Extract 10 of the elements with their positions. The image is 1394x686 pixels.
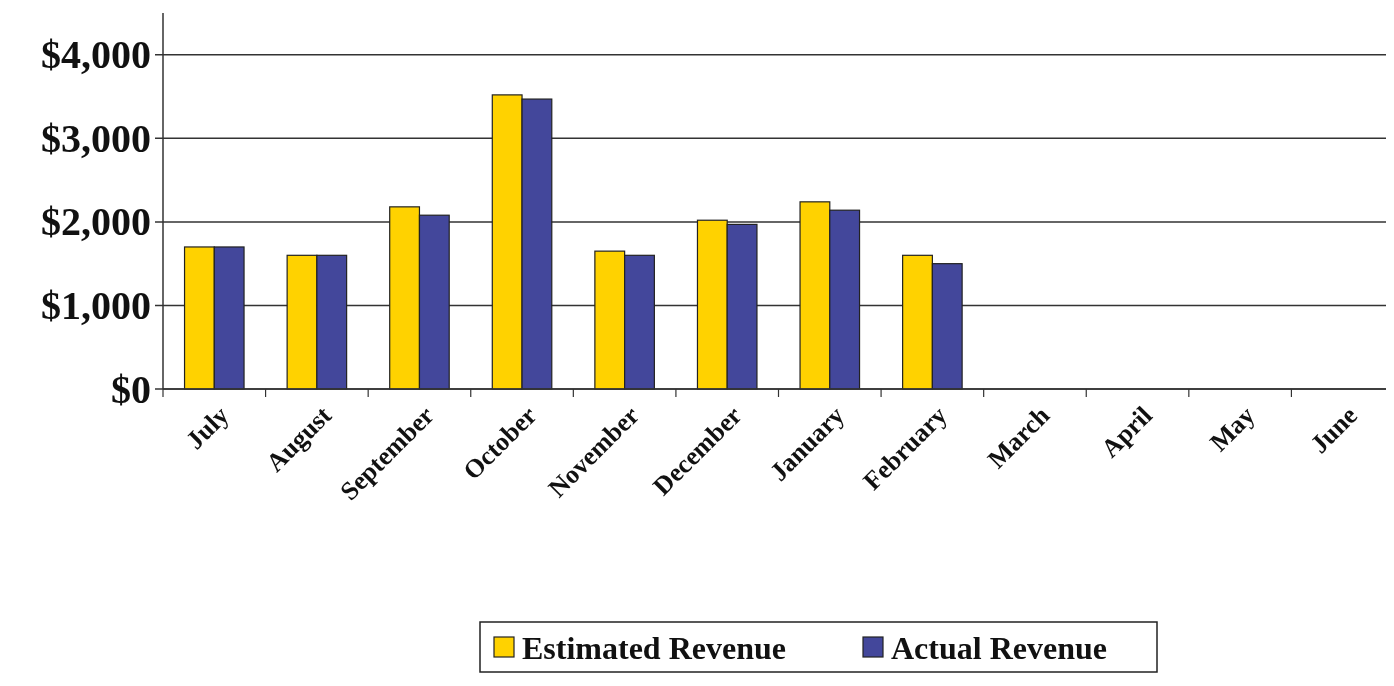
y-tick-label: $3,000 <box>41 115 151 161</box>
x-tick-label: July <box>180 400 235 455</box>
legend-label: Estimated Revenue <box>522 630 786 666</box>
y-tick-label: $2,000 <box>41 199 151 245</box>
x-tick-label: June <box>1304 400 1363 460</box>
y-tick-label: $0 <box>111 366 151 412</box>
legend-label: Actual Revenue <box>891 630 1107 666</box>
y-tick-label: $4,000 <box>41 32 151 78</box>
x-tick-label: May <box>1204 400 1261 457</box>
y-tick-label: $1,000 <box>41 282 151 328</box>
